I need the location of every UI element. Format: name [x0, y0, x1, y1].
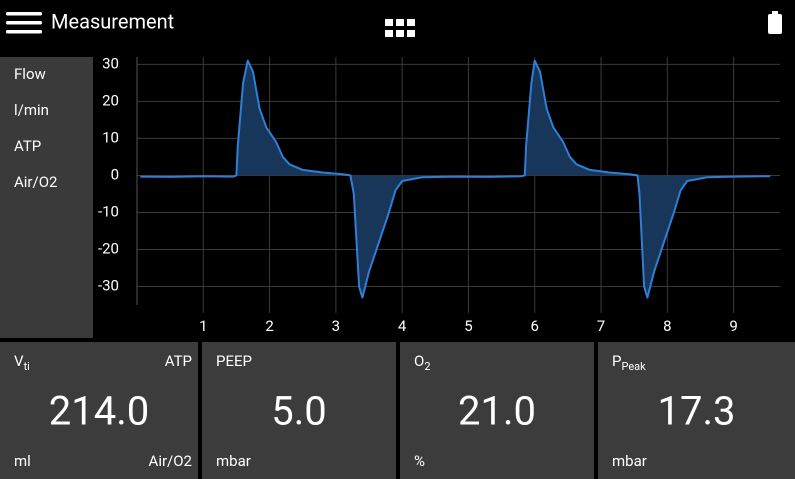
x-tick-label: 4 [398, 317, 407, 335]
x-tick-label: 6 [531, 317, 539, 335]
tile-label-main: V [14, 352, 24, 370]
y-tick-label: 10 [102, 128, 119, 146]
tile-unit: % [414, 452, 425, 470]
side-panel [0, 57, 93, 338]
tile-label-main: PEEP [216, 352, 252, 370]
tile-label-sub: ti [24, 360, 30, 373]
tile-label: PPeak [612, 352, 646, 373]
tile-label-main: O [414, 352, 424, 370]
tile-value: 5.0 [271, 388, 327, 435]
side-label: Air/O2 [14, 173, 57, 191]
tile-value: 21.0 [458, 388, 536, 435]
flow-area [140, 60, 771, 298]
tile-label: PEEP [216, 352, 252, 370]
y-tick-label: -10 [98, 202, 119, 220]
header-title: Measurement [51, 9, 174, 33]
side-label: ATP [14, 137, 41, 155]
x-tick-label: 9 [729, 317, 737, 335]
side-label: Flow [14, 65, 46, 83]
x-tick-label: 7 [597, 317, 605, 335]
tile-label-sub: Peak [621, 360, 646, 373]
tile-value: 214.0 [49, 388, 149, 435]
battery-icon [768, 11, 782, 34]
side-label: l/min [14, 101, 49, 119]
apps-icon[interactable] [385, 19, 415, 37]
x-tick-label: 1 [199, 317, 207, 335]
tile-value: 17.3 [658, 388, 736, 435]
x-tick-label: 2 [265, 317, 273, 335]
x-tick-label: 5 [464, 317, 472, 335]
tile-unit: ml [14, 452, 31, 470]
tile-corner: ATP [165, 352, 192, 370]
tile [400, 342, 594, 479]
tile-unit: mbar [612, 452, 647, 470]
x-tick-label: 8 [663, 317, 671, 335]
y-tick-label: 20 [102, 91, 119, 109]
y-tick-label: -30 [98, 276, 119, 294]
tile-label: Vti [14, 352, 30, 373]
menu-icon[interactable] [6, 12, 42, 34]
tile-unit: mbar [216, 452, 251, 470]
tile-label-sub: 2 [424, 360, 430, 373]
tile [598, 342, 795, 479]
tile-unit-right: Air/O2 [149, 452, 192, 470]
flow-line [140, 59, 771, 299]
y-tick-label: 0 [111, 165, 119, 183]
tile-label: O2 [414, 352, 431, 373]
y-tick-label: 30 [102, 54, 119, 72]
tile-label-main: P [612, 352, 621, 370]
y-tick-label: -20 [98, 239, 119, 257]
x-tick-label: 3 [332, 317, 340, 335]
tile [202, 342, 396, 479]
tile [0, 342, 198, 479]
